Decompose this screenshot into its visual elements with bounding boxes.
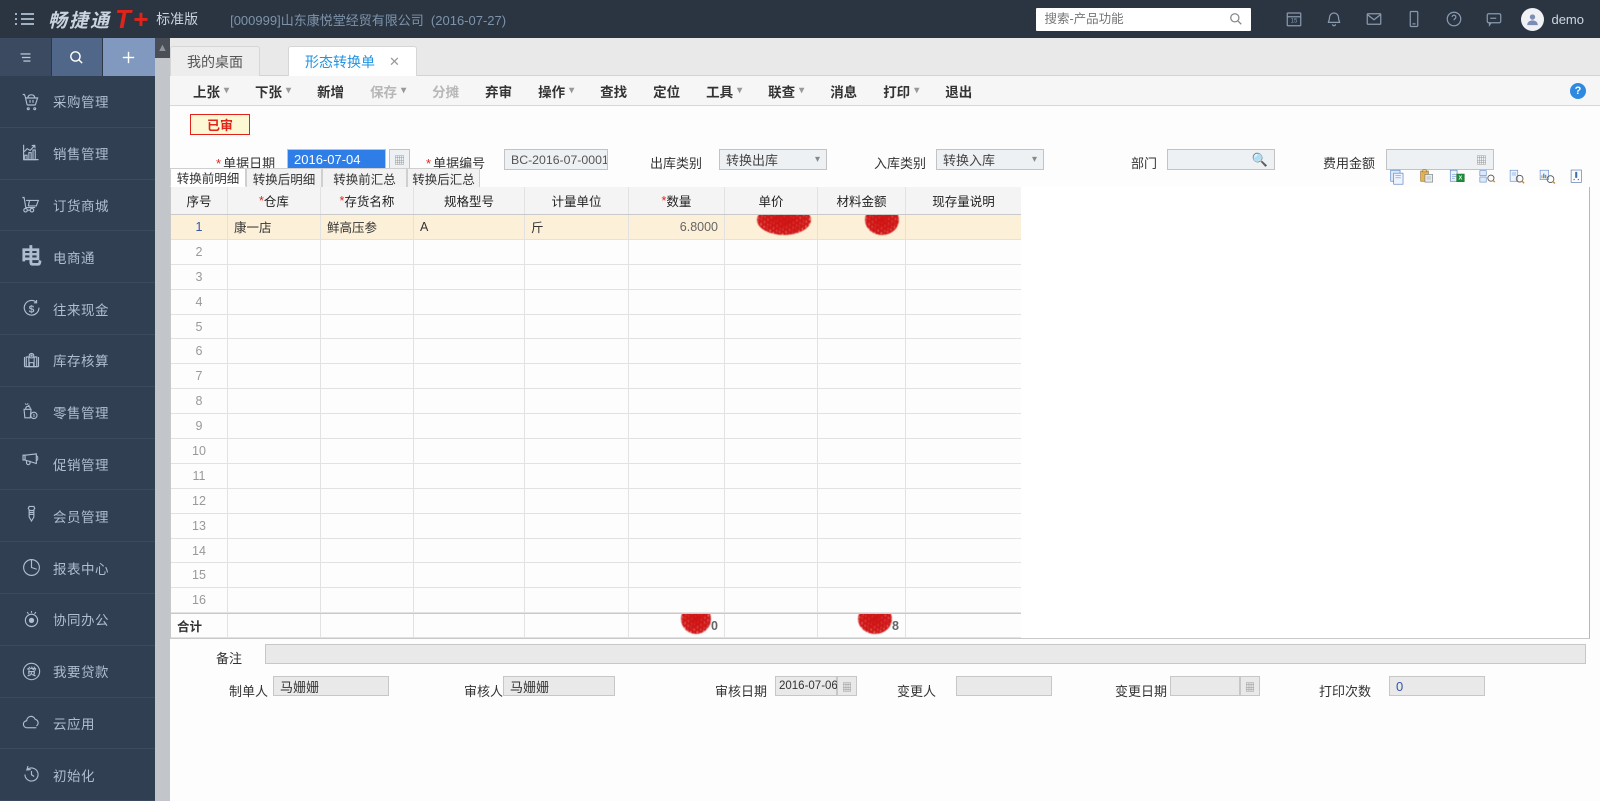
svg-text:$: $: [32, 413, 35, 418]
svg-text:X: X: [1459, 176, 1463, 182]
svg-text:$: $: [28, 304, 34, 315]
svg-text:15: 15: [1291, 18, 1298, 24]
svg-text:贷: 贷: [26, 665, 36, 678]
